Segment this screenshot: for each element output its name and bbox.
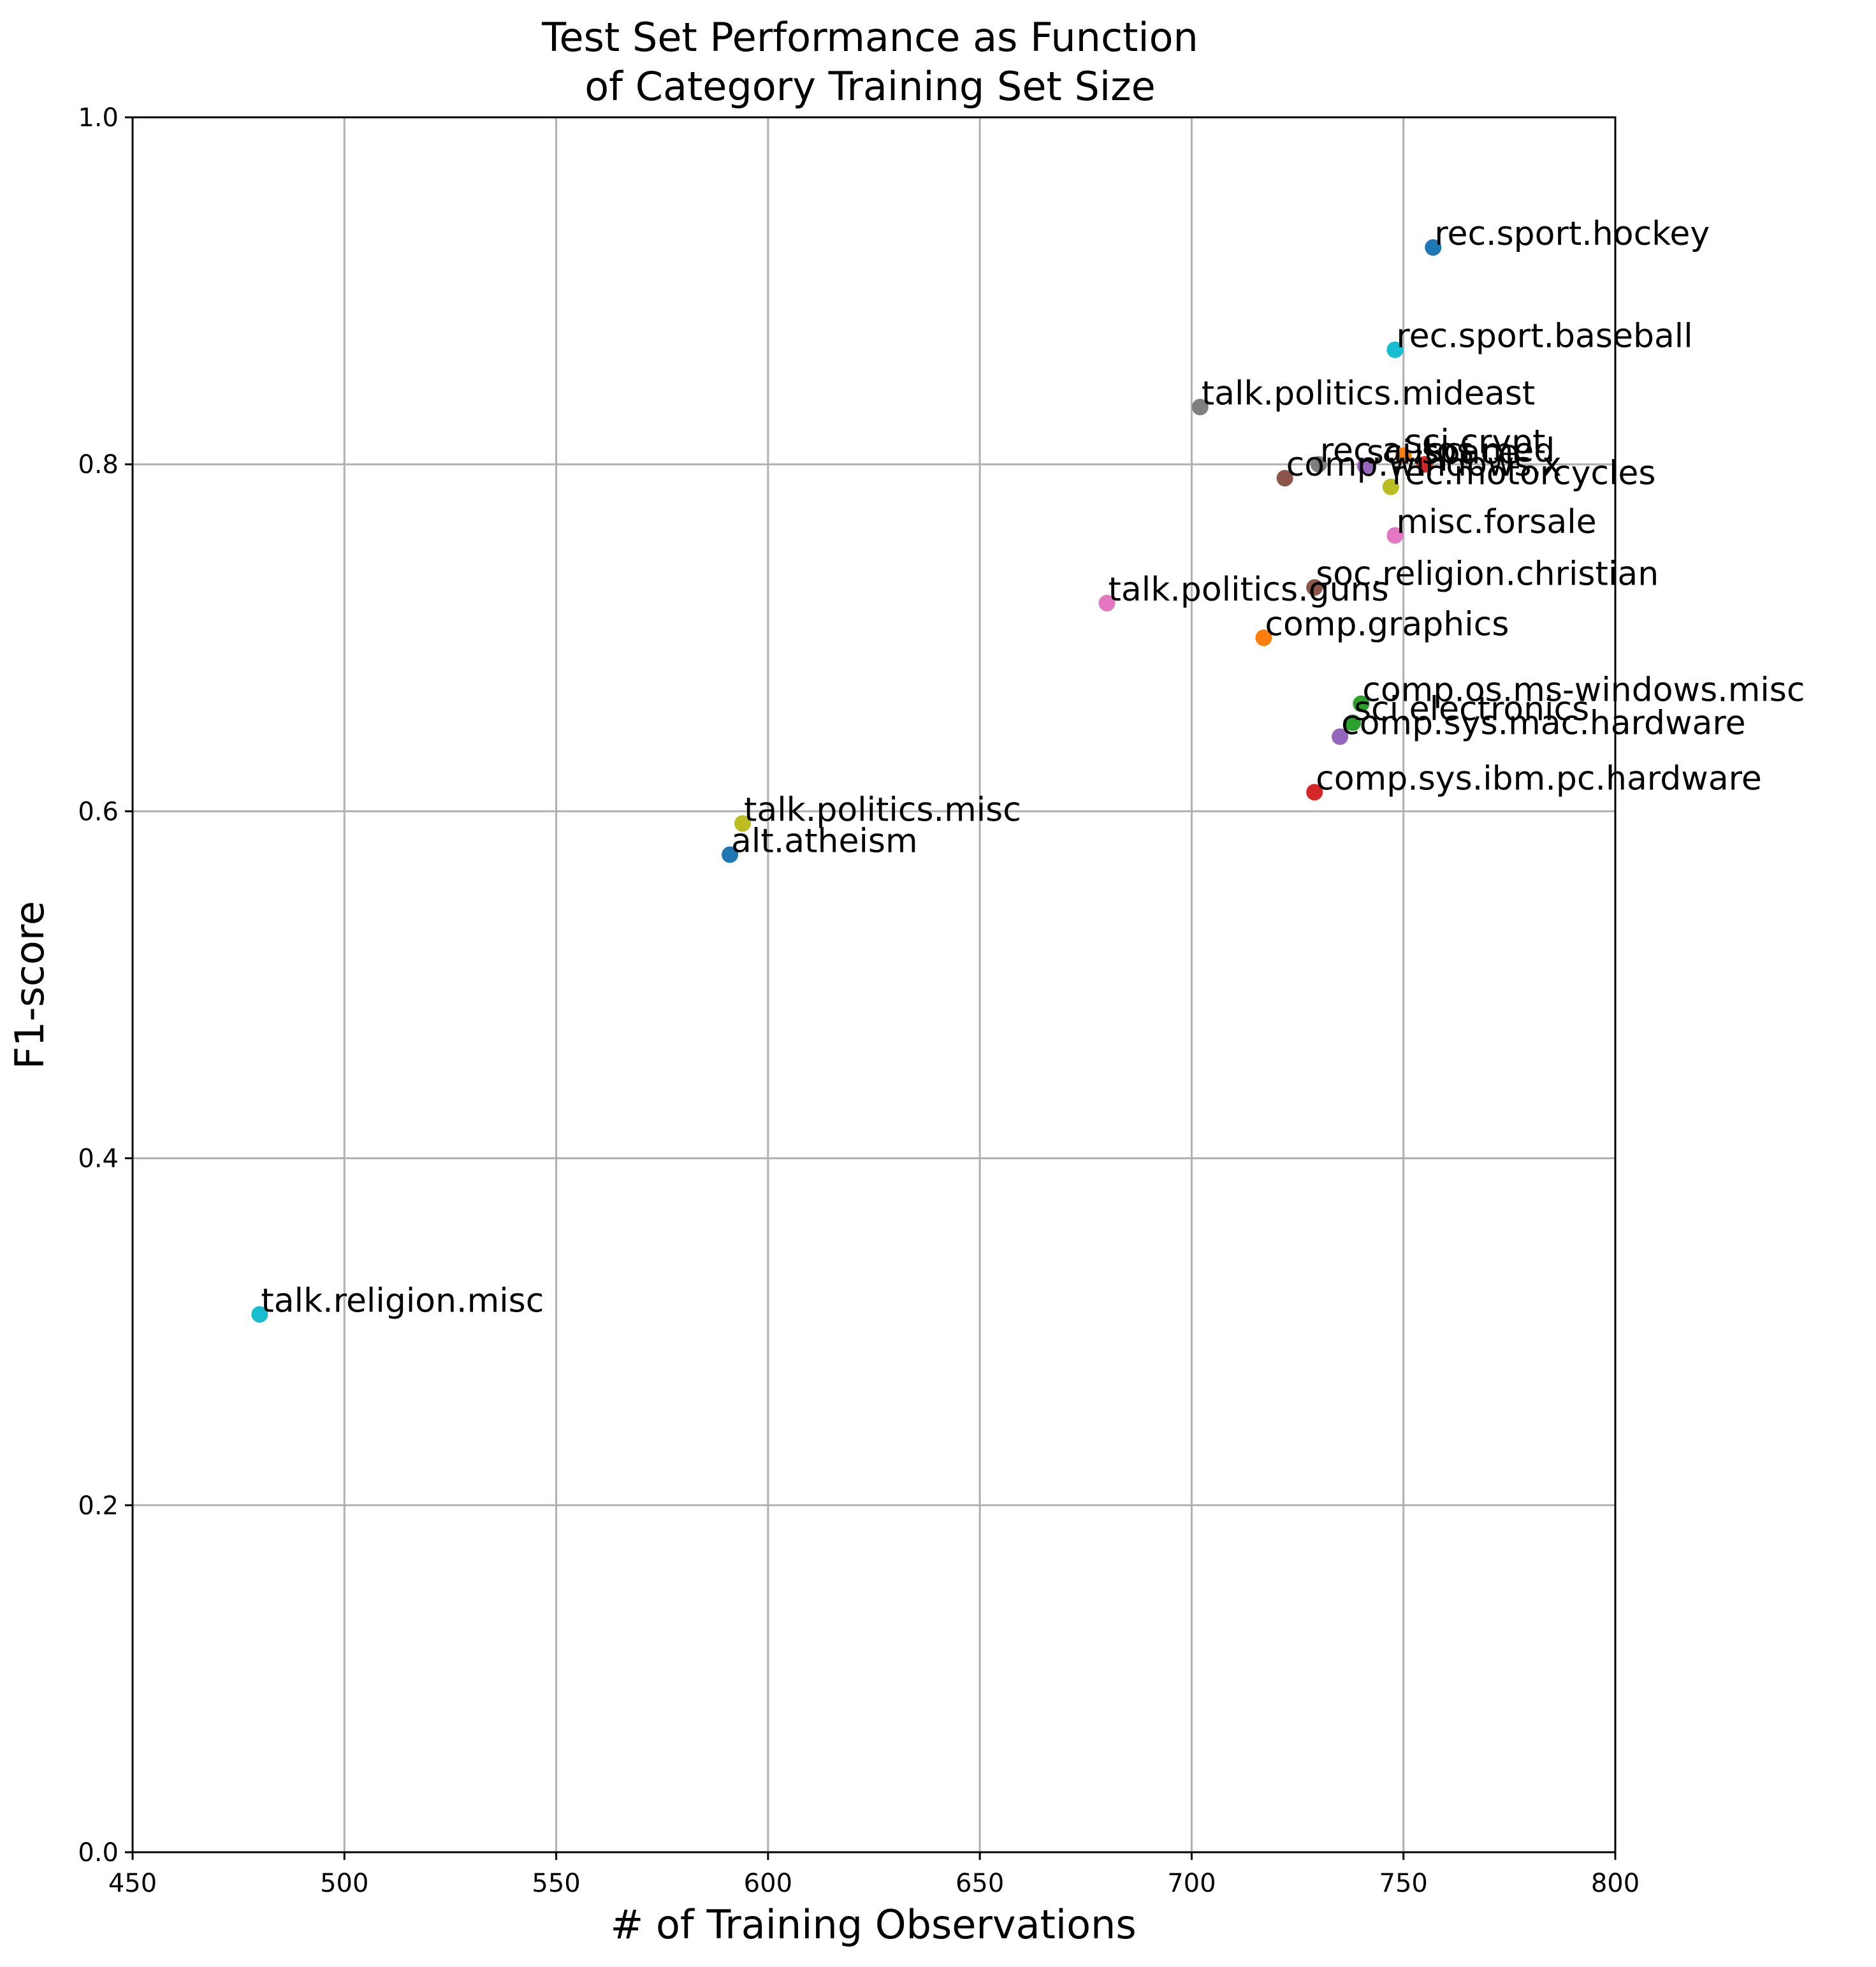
data-point (1276, 469, 1293, 486)
data-point-label: sci.med (1426, 432, 1555, 470)
plot-frame (131, 116, 1617, 1854)
data-point (1344, 714, 1361, 731)
data-point-label: talk.politics.guns (1109, 571, 1389, 609)
data-point-label: rec.autos (1320, 432, 1474, 470)
data-point-label: sci.electronics (1354, 691, 1589, 729)
data-point (251, 1306, 268, 1323)
data-point-label: comp.graphics (1265, 605, 1509, 643)
y-tick-label: 1.0 (78, 103, 119, 133)
data-point-label: talk.religion.misc (261, 1282, 544, 1320)
x-tick-label: 500 (320, 1869, 368, 1898)
data-point-label: comp.os.ms-windows.misc (1362, 671, 1805, 710)
data-point-label: soc.religion.christian (1316, 555, 1659, 593)
x-axis-label: # of Training Observations (610, 1901, 1136, 1948)
y-tick-label: 0.8 (78, 450, 119, 479)
data-point (1395, 447, 1412, 464)
y-tick-label: 0.2 (78, 1491, 119, 1521)
data-point-label: talk.politics.mideast (1202, 374, 1536, 413)
data-point (1306, 784, 1323, 801)
chart-title-line-2: of Category Training Set Size (585, 63, 1156, 110)
x-tick-label: 800 (1591, 1869, 1640, 1898)
data-point-label: sci.crypt (1405, 423, 1546, 462)
x-tick-label: 450 (108, 1869, 157, 1898)
data-point-label: sci.space (1367, 434, 1519, 472)
x-tick-label: 600 (744, 1869, 792, 1898)
data-point-label: rec.sport.hockey (1434, 215, 1710, 253)
x-tick-label: 750 (1379, 1869, 1428, 1898)
data-point-label: comp.windows.x (1286, 446, 1562, 484)
data-point (1310, 456, 1327, 473)
data-point-label: alt.atheism (731, 822, 918, 860)
y-tick-label: 0.0 (78, 1838, 119, 1868)
x-tick-label: 550 (532, 1869, 580, 1898)
data-point (1356, 457, 1374, 474)
data-point (1425, 239, 1442, 256)
data-point (722, 846, 739, 863)
y-axis-label: F1-score (6, 901, 53, 1069)
data-point (1416, 456, 1433, 473)
data-point (1332, 728, 1349, 745)
data-point-label: comp.sys.mac.hardware (1341, 704, 1746, 742)
data-point-label: rec.motorcycles (1392, 455, 1656, 493)
point-labels: alt.atheism comp.graphics comp.os.ms-windo… (261, 215, 1805, 1320)
chart-title-line-1: Test Set Performance as Function (541, 14, 1198, 61)
data-points (251, 239, 1442, 1323)
data-point (1255, 629, 1272, 647)
data-point (1386, 527, 1404, 544)
data-point (1386, 341, 1404, 358)
data-point (1098, 594, 1116, 611)
axis-ticks: 450 500 550 600 650 700 750 800 0.0 0.2 0.4 0.6 0.8 1… (78, 103, 1640, 1898)
data-point-label: misc.forsale (1396, 503, 1596, 541)
data-point (1353, 695, 1370, 712)
data-point (1306, 579, 1323, 596)
data-point (1191, 399, 1209, 416)
x-tick-label: 700 (1167, 1869, 1216, 1898)
y-tick-label: 0.4 (78, 1144, 119, 1174)
data-point (1382, 478, 1399, 495)
data-point-label: talk.politics.misc (744, 791, 1021, 829)
data-point (734, 815, 751, 832)
data-point-label: comp.sys.ibm.pc.hardware (1316, 759, 1762, 798)
y-tick-label: 0.6 (78, 797, 119, 826)
data-point-label: rec.sport.baseball (1396, 318, 1692, 356)
x-tick-label: 650 (956, 1869, 1004, 1898)
